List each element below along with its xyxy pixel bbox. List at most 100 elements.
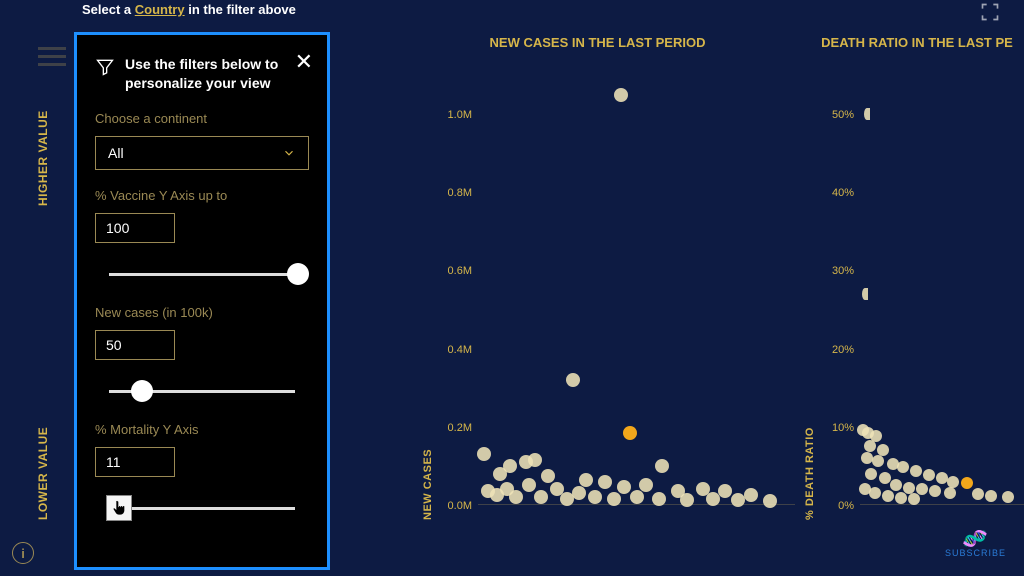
data-point[interactable] xyxy=(541,469,555,483)
data-point[interactable] xyxy=(972,488,984,500)
y-tick-label: 0.8M xyxy=(432,187,472,199)
data-point[interactable] xyxy=(1002,491,1014,503)
y-tick-label: 50% xyxy=(820,109,854,121)
data-point[interactable] xyxy=(718,484,732,498)
chart-title: DEATH RATIO IN THE LAST PE xyxy=(810,35,1024,50)
mortality-label: % Mortality Y Axis xyxy=(95,422,309,437)
data-point[interactable] xyxy=(944,487,956,499)
data-point[interactable] xyxy=(680,493,694,507)
chart-plot-area[interactable]: 0.0M0.2M0.4M0.6M0.8M1.0M xyxy=(478,75,795,505)
data-point[interactable] xyxy=(744,488,758,502)
data-point[interactable] xyxy=(623,426,637,440)
data-point[interactable] xyxy=(908,493,920,505)
data-point[interactable] xyxy=(923,469,935,481)
data-point[interactable] xyxy=(985,490,997,502)
chart-title: NEW CASES IN THE LAST PERIOD xyxy=(400,35,795,50)
filter-panel: ✕ Use the filters below to personalize y… xyxy=(74,32,330,570)
data-point[interactable] xyxy=(509,490,523,504)
data-point[interactable] xyxy=(614,88,628,102)
data-point[interactable] xyxy=(706,492,720,506)
axis-higher-label: HIGHER VALUE xyxy=(36,110,50,206)
top-instruction-prefix: Select a xyxy=(82,2,135,17)
data-point[interactable] xyxy=(534,490,548,504)
data-point[interactable] xyxy=(579,473,593,487)
data-point[interactable] xyxy=(910,465,922,477)
data-point[interactable] xyxy=(477,447,491,461)
panel-heading-text: Use the filters below to personalize you… xyxy=(125,55,283,93)
data-point[interactable] xyxy=(865,468,877,480)
y-tick-label: 20% xyxy=(820,344,854,356)
data-point[interactable] xyxy=(572,486,586,500)
data-point[interactable] xyxy=(588,490,602,504)
focus-mode-icon[interactable] xyxy=(980,2,1000,27)
slider-track xyxy=(109,507,295,510)
slider-thumb[interactable] xyxy=(287,263,309,285)
y-tick-label: 0.0M xyxy=(432,500,472,512)
close-icon[interactable]: ✕ xyxy=(295,49,313,75)
chart-plot-area[interactable]: 0%10%20%30%40%50% xyxy=(860,75,1024,505)
vaccine-slider[interactable] xyxy=(95,263,309,287)
data-point[interactable] xyxy=(493,467,507,481)
data-point[interactable] xyxy=(598,475,612,489)
axis-lower-label: LOWER VALUE xyxy=(36,427,50,520)
y-tick-label: 0.2M xyxy=(432,422,472,434)
continent-label: Choose a continent xyxy=(95,111,309,126)
data-point[interactable] xyxy=(895,492,907,504)
info-icon[interactable]: i xyxy=(12,542,34,564)
y-tick-label: 10% xyxy=(820,422,854,434)
data-point[interactable] xyxy=(872,455,884,467)
subscribe-badge[interactable]: 🧬 SUBSCRIBE xyxy=(945,530,1006,558)
data-point[interactable] xyxy=(864,440,876,452)
data-point[interactable] xyxy=(861,452,873,464)
data-point[interactable] xyxy=(869,487,881,499)
data-point[interactable] xyxy=(961,477,973,489)
data-point[interactable] xyxy=(639,478,653,492)
y-tick-label: 0.4M xyxy=(432,344,472,356)
newcases-value-input[interactable]: 50 xyxy=(95,330,175,360)
y-tick-label: 1.0M xyxy=(432,109,472,121)
menu-icon[interactable] xyxy=(38,42,66,71)
data-point[interactable] xyxy=(862,288,868,300)
data-point[interactable] xyxy=(864,108,870,120)
data-point[interactable] xyxy=(652,492,666,506)
continent-select[interactable]: All xyxy=(95,136,309,170)
vaccine-value-input[interactable]: 100 xyxy=(95,213,175,243)
mortality-slider[interactable] xyxy=(95,497,309,521)
top-instruction-suffix: in the filter above xyxy=(185,2,296,17)
y-tick-label: 30% xyxy=(820,265,854,277)
data-point[interactable] xyxy=(882,490,894,502)
data-point[interactable] xyxy=(630,490,644,504)
data-point[interactable] xyxy=(566,373,580,387)
continent-value: All xyxy=(108,145,124,161)
data-point[interactable] xyxy=(607,492,621,506)
hand-cursor-icon xyxy=(111,500,127,516)
data-point[interactable] xyxy=(947,476,959,488)
data-point[interactable] xyxy=(890,479,902,491)
y-tick-label: 40% xyxy=(820,187,854,199)
new-cases-chart: NEW CASES IN THE LAST PERIOD NEW CASES 0… xyxy=(400,35,795,525)
slider-thumb[interactable] xyxy=(131,380,153,402)
top-instruction-country: Country xyxy=(135,2,185,17)
y-axis-label: % DEATH RATIO xyxy=(804,427,816,520)
y-tick-label: 0% xyxy=(820,500,854,512)
data-point[interactable] xyxy=(617,480,631,494)
death-ratio-chart: DEATH RATIO IN THE LAST PE % DEATH RATIO… xyxy=(810,35,1024,525)
slider-track xyxy=(109,273,295,276)
newcases-slider[interactable] xyxy=(95,380,309,404)
mortality-value-input[interactable]: 11 xyxy=(95,447,175,477)
newcases-label: New cases (in 100k) xyxy=(95,305,309,320)
data-point[interactable] xyxy=(522,478,536,492)
panel-heading: Use the filters below to personalize you… xyxy=(95,55,309,93)
vaccine-label: % Vaccine Y Axis up to xyxy=(95,188,309,203)
chevron-down-icon xyxy=(282,146,296,160)
data-point[interactable] xyxy=(936,472,948,484)
data-point[interactable] xyxy=(655,459,669,473)
data-point[interactable] xyxy=(879,472,891,484)
data-point[interactable] xyxy=(528,453,542,467)
data-point[interactable] xyxy=(897,461,909,473)
funnel-icon xyxy=(95,57,115,77)
slider-thumb[interactable] xyxy=(106,495,132,521)
data-point[interactable] xyxy=(763,494,777,508)
data-point[interactable] xyxy=(731,493,745,507)
data-point[interactable] xyxy=(929,485,941,497)
